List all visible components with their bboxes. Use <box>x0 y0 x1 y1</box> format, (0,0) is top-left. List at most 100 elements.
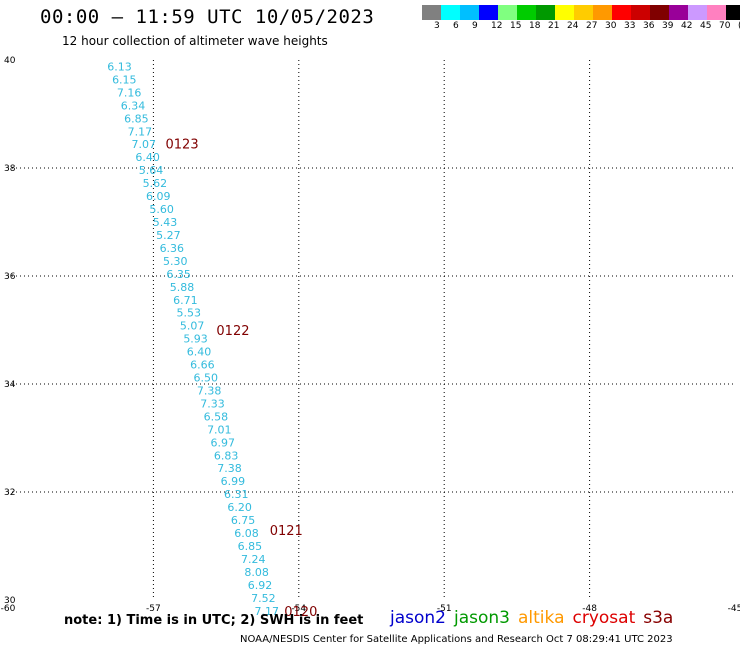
y-tick-label: 30 <box>4 596 16 606</box>
legend-swatch <box>669 5 688 20</box>
swh-value-label: 7.16 <box>117 86 142 99</box>
y-tick-label: 36 <box>4 272 16 282</box>
swh-value-label: 5.88 <box>170 281 195 294</box>
swh-value-label: 5.43 <box>153 216 178 229</box>
mission-legend: jason2 jason3 altika cryosat s3a <box>390 608 681 628</box>
swh-value-label: 6.85 <box>238 540 263 553</box>
mission-label-jason3: jason3 <box>454 608 510 628</box>
swh-value-label: 5.64 <box>139 164 164 177</box>
swh-value-label: 5.30 <box>163 255 188 268</box>
legend-swatch <box>422 5 441 20</box>
credit-line: NOAA/NESDIS Center for Satellite Applica… <box>240 634 673 645</box>
swh-value-label: 6.36 <box>160 242 185 255</box>
legend-label: 12 <box>491 21 503 31</box>
swh-value-label: 7.24 <box>241 553 266 566</box>
legend-swatch <box>574 5 593 20</box>
map-grid <box>8 60 735 600</box>
pass-number-label: 0122 <box>216 324 249 339</box>
swh-value-label: 6.13 <box>107 60 132 73</box>
legend-swatch <box>460 5 479 20</box>
legend-swatch <box>650 5 669 20</box>
legend-swatch <box>612 5 631 20</box>
legend-label: 24 <box>567 21 579 31</box>
mission-label-altika: altika <box>518 608 565 628</box>
legend-swatch <box>441 5 460 20</box>
mission-label-jason2: jason2 <box>390 608 446 628</box>
swh-value-label: 5.27 <box>156 229 181 242</box>
mission-label-s3a: s3a <box>643 608 674 628</box>
axis-ticks: -60 -57 -54 -51 -48 -45 40 38 36 34 32 30 <box>1 56 740 614</box>
x-tick-label: -57 <box>146 604 161 614</box>
swh-value-label: 7.07 <box>131 138 156 151</box>
pass-number-label: 0123 <box>166 138 199 153</box>
swh-value-label: 7.52 <box>251 592 276 605</box>
y-tick-label: 34 <box>4 380 16 390</box>
legend-swatch <box>726 5 740 20</box>
swh-value-label: 5.07 <box>180 320 205 333</box>
swh-value-label: 6.99 <box>221 475 246 488</box>
legend-label: 6 <box>453 21 459 31</box>
swh-value-label: 6.09 <box>146 190 171 203</box>
swh-value-label: 6.35 <box>166 268 191 281</box>
legend-label: 27 <box>586 21 598 31</box>
footer-note: note: 1) Time is in UTC; 2) SWH is in fe… <box>64 613 364 628</box>
swh-value-label: 6.58 <box>204 410 229 423</box>
pass-annotations: 0123 0122 0121 0120 <box>166 138 318 620</box>
legend-label: 18 <box>529 21 541 31</box>
x-tick-label: -54 <box>291 604 306 614</box>
color-scale-legend <box>422 5 740 20</box>
swh-value-label: 6.34 <box>121 99 146 112</box>
swh-value-label: 7.38 <box>217 462 242 475</box>
legend-label: 9 <box>472 21 478 31</box>
legend-label: 42 <box>681 21 693 31</box>
x-tick-label: -51 <box>437 604 452 614</box>
x-tick-label: -48 <box>582 604 597 614</box>
swh-value-label: 6.31 <box>224 488 249 501</box>
x-tick-label: -60 <box>1 604 16 614</box>
y-tick-label: 32 <box>4 488 15 498</box>
legend-swatch <box>555 5 574 20</box>
swh-value-label: 7.01 <box>207 423 232 436</box>
legend-label: 33 <box>624 21 636 31</box>
y-tick-label: 38 <box>4 164 16 174</box>
swh-value-label: 7.17 <box>128 125 153 138</box>
legend-swatch <box>479 5 498 20</box>
swh-value-label: 5.93 <box>183 333 208 346</box>
swh-value-label: 6.20 <box>227 501 252 514</box>
swh-value-label: 6.92 <box>248 579 273 592</box>
swh-value-label: 6.66 <box>190 359 215 372</box>
swh-value-label: 6.75 <box>231 514 256 527</box>
legend-label: 30 <box>605 21 617 31</box>
swh-value-label: 6.40 <box>135 151 160 164</box>
mission-label-cryosat: cryosat <box>572 608 636 628</box>
swh-value-label: 6.50 <box>193 372 218 385</box>
map-title: 00:00 — 11:59 UTC 10/05/2023 <box>40 6 375 28</box>
swh-value-label: 8.08 <box>244 566 269 579</box>
swh-value-label: 5.62 <box>143 177 168 190</box>
legend-swatch <box>631 5 650 20</box>
legend-label: 70 <box>719 21 731 31</box>
legend-swatch <box>536 5 555 20</box>
y-tick-label: 40 <box>4 56 16 66</box>
legend-swatch <box>707 5 726 20</box>
legend-swatch <box>688 5 707 20</box>
legend-swatch <box>593 5 612 20</box>
legend-label: (ft) <box>738 21 740 31</box>
swh-value-label: 6.97 <box>210 436 235 449</box>
swh-value-label: 5.60 <box>149 203 174 216</box>
legend-swatch <box>517 5 536 20</box>
legend-label: 45 <box>700 21 712 31</box>
map-subtitle: 12 hour collection of altimeter wave hei… <box>62 34 328 48</box>
swh-value-label: 6.85 <box>124 112 149 125</box>
pass-number-label: 0121 <box>270 524 303 539</box>
swh-value-label: 7.17 <box>255 605 280 618</box>
pass-number-label: 0120 <box>284 605 317 620</box>
legend-label: 36 <box>643 21 655 31</box>
swh-value-label: 6.08 <box>234 527 259 540</box>
legend-label: 3 <box>434 21 440 31</box>
legend-swatch <box>498 5 517 20</box>
swh-value-label: 7.38 <box>197 384 222 397</box>
swh-value-label: 6.71 <box>173 294 198 307</box>
swh-value-label: 5.53 <box>177 307 202 320</box>
